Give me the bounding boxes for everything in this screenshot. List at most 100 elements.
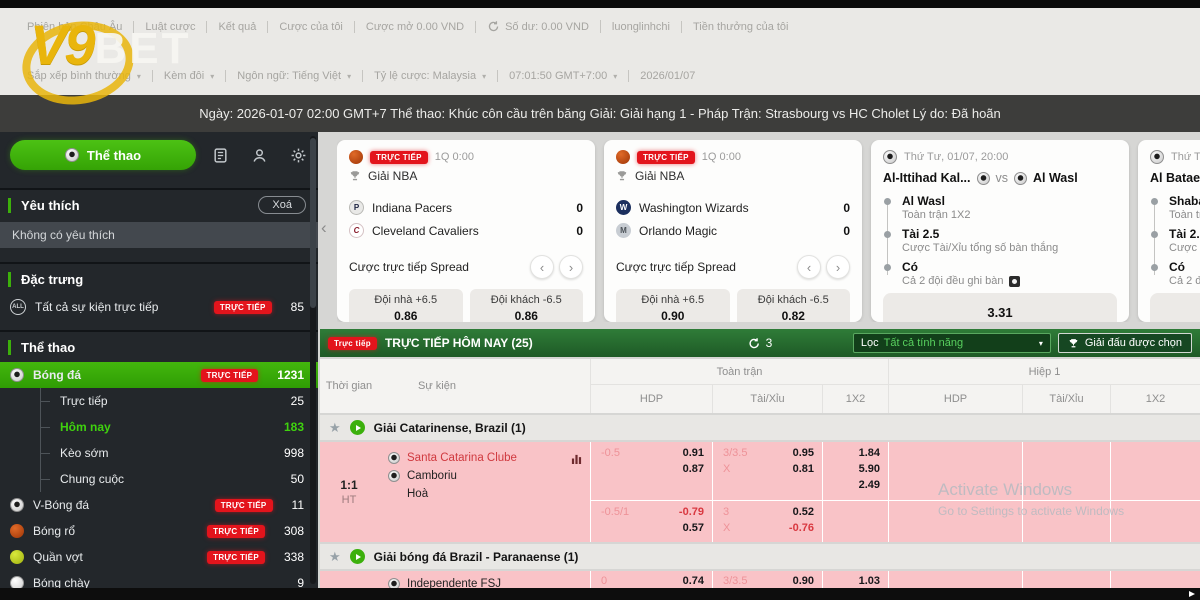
sports-button[interactable]: Thể thao — [10, 140, 196, 170]
matchup-row: Al Bataeh — [1150, 171, 1200, 185]
home-odds-button[interactable]: Đội nhà +6.5 0.86 — [349, 289, 463, 322]
sidebar-item-baseball[interactable]: Bóng chày 9 — [0, 570, 318, 596]
timezone-dropdown[interactable]: 07:01:50 GMT+7:00 ▾ — [498, 70, 630, 82]
match-clock: 1Q 0:00 — [434, 151, 474, 163]
favorite-star-icon[interactable]: ★ — [329, 419, 341, 435]
market-next-button[interactable]: › — [559, 255, 583, 279]
refresh-icon[interactable] — [487, 20, 500, 33]
market-next-button[interactable]: › — [826, 255, 850, 279]
odds-table-header: Thời gian Sự kiện Toàn trận Hiệp 1 HDP T… — [320, 359, 1200, 413]
nav-link-my-bonus[interactable]: Tiền thưởng của tôi — [682, 21, 800, 33]
home-odds-button[interactable]: Đội nhà +6.5 0.90 — [616, 289, 730, 322]
double-view-dropdown[interactable]: Kèm đôi ▾ — [153, 70, 227, 82]
odds-format-dropdown[interactable]: Tỷ lệ cược: Malaysia ▾ — [363, 70, 499, 82]
odds-cell-half-1x2[interactable] — [1110, 442, 1200, 500]
odds-cell-half-ou-2[interactable] — [1022, 500, 1110, 542]
favorite-star-icon[interactable]: ★ — [329, 548, 341, 564]
team-name: Indiana Pacers — [372, 200, 453, 215]
handicap-line: -0.5/1 — [601, 506, 630, 518]
open-bets-amount[interactable]: Cược mở 0.00 VND — [355, 20, 477, 33]
league-live-icon — [349, 420, 365, 435]
odds-cell-full-1x2[interactable]: 1.84 5.90 2.49 — [822, 442, 888, 500]
card-header: TRỰC TIẾP 1Q 0:00 — [616, 150, 850, 164]
match-card-nba-2[interactable]: TRỰC TIẾP 1Q 0:00 Giải NBA W Washington … — [604, 140, 862, 322]
odds-label: Đội nhà +6.5 — [374, 294, 438, 306]
away-odds-button[interactable]: Đội khách -6.5 0.86 — [469, 289, 583, 322]
horizontal-scrollbar[interactable] — [0, 588, 1200, 600]
odds-cell-half-ou[interactable] — [1022, 571, 1110, 588]
username-item[interactable]: luonglinhchi — [601, 20, 682, 33]
clear-favorites-button[interactable]: Xoá — [258, 196, 306, 214]
sidebar-scrollbar[interactable] — [310, 136, 316, 584]
odds-cell-half-ou[interactable] — [1022, 442, 1110, 500]
sidebar-scrollbar-thumb[interactable] — [310, 138, 316, 308]
gear-icon[interactable] — [290, 147, 307, 164]
odds-cell-half-hdp[interactable] — [888, 571, 1022, 588]
parlay-odds-button[interactable]: 3.31 — [883, 293, 1117, 322]
live-badge: TRỰC TIẾP — [370, 150, 428, 164]
feature-filter-dropdown[interactable]: Lọc Tất cả tính năng ▾ — [852, 333, 1051, 353]
selected-leagues-button[interactable]: Giải đấu được chọn — [1057, 333, 1192, 353]
carousel-left-arrow[interactable]: ‹ — [321, 218, 327, 237]
odds-cell-full-hdp[interactable]: 0 0.74 — [590, 571, 712, 588]
sidebar-item-outright[interactable]: Chung cuộc 50 — [41, 466, 318, 492]
odds-cell-half-hdp[interactable] — [888, 442, 1022, 500]
odds-cell-full-1x2[interactable]: 1.03 — [822, 571, 888, 588]
market-prev-button[interactable]: ‹ — [530, 255, 554, 279]
team-line-home: Independente FSJ — [388, 575, 582, 588]
league-row-catarinense[interactable]: ★ Giải Catarinense, Brazil (1) — [320, 415, 1200, 440]
odds-cell-full-1x2-2[interactable] — [822, 500, 888, 542]
odds-cell-full-ou[interactable]: 3/3.5 X 0.95 0.81 — [712, 442, 822, 500]
user-icon[interactable] — [251, 147, 268, 164]
stats-icon[interactable] — [571, 453, 582, 464]
nav-link-betting-rules[interactable]: Luật cược — [134, 20, 208, 33]
match-card-parlay-1[interactable]: Thứ Tư, 01/07, 20:00 Al-Ittihad Kal... v… — [871, 140, 1129, 322]
nav-link-euro-version[interactable]: Phiên bản Châu Âu — [16, 20, 135, 33]
match-event-cell[interactable]: Independente FSJ — [378, 571, 590, 588]
sidebar-item-all-live-events[interactable]: ALL Tất cả sự kiện trực tiếp TRỰC TIẾP 8… — [0, 294, 318, 320]
odds-cell-half-hdp-2[interactable] — [888, 500, 1022, 542]
sidebar-item-today[interactable]: Hôm nay 183 — [41, 414, 318, 440]
sidebar-item-tennis[interactable]: Quần vợt TRỰC TIẾP 338 — [0, 544, 318, 570]
nav-link-label: Luật cược — [145, 20, 196, 33]
league-row-paranaense[interactable]: ★ Giải bóng đá Brazil - Paranaense (1) — [320, 544, 1200, 569]
sidebar-item-v-football[interactable]: V-Bóng đá TRỰC TIẾP 11 — [0, 492, 318, 518]
balance-item[interactable]: Số dư: 0.00 VND — [476, 20, 601, 33]
parlay-odds-button[interactable] — [1150, 293, 1200, 322]
match-card-parlay-2[interactable]: Thứ Tư, 01/07, 20:00 Al Bataeh Shabab A.… — [1138, 140, 1200, 322]
refresh-control[interactable]: 3 — [748, 336, 772, 350]
nav-link-results[interactable]: Kết quả — [207, 20, 269, 33]
odds-cell-full-hdp-2[interactable]: -0.5/1 -0.79 0.57 — [590, 500, 712, 542]
card-teams: P Indiana Pacers 0 C Cleveland Cavaliers… — [349, 196, 583, 242]
sidebar-item-early-odds[interactable]: Kèo sớm 998 — [41, 440, 318, 466]
sidebar-item-football[interactable]: Bóng đá TRỰC TIẾP 1231 — [0, 362, 318, 388]
odds-cell-full-ou-2[interactable]: 3 X 0.52 -0.76 — [712, 500, 822, 542]
away-odds-button[interactable]: Đội khách -6.5 0.82 — [736, 289, 850, 322]
sidebar-item-basketball[interactable]: Bóng rổ TRỰC TIẾP 308 — [0, 518, 318, 544]
odds-cell-full-hdp[interactable]: -0.5 0.91 0.87 — [590, 442, 712, 500]
sidebar-item-live[interactable]: Trực tiếp 25 — [41, 388, 318, 414]
market-prev-button[interactable]: ‹ — [797, 255, 821, 279]
odds-cell-half-1x2-2[interactable] — [1110, 500, 1200, 542]
sidebar-item-label: Chung cuộc — [60, 472, 125, 486]
sort-dropdown[interactable]: Sắp xếp bình thường ▾ — [16, 70, 153, 82]
handicap-line: 0 — [601, 575, 608, 587]
match-event-cell[interactable]: Santa Catarina Clube Camboriu Hoà — [378, 442, 590, 542]
match-card-nba-1[interactable]: TRỰC TIẾP 1Q 0:00 Giải NBA P Indiana Pac… — [337, 140, 595, 322]
odds-cell-half-1x2[interactable] — [1110, 571, 1200, 588]
home-team-name: Santa Catarina Clube — [407, 452, 517, 464]
odds-value: 0.90 — [661, 309, 685, 322]
betslip-icon[interactable] — [212, 147, 229, 164]
nav-link-my-bets[interactable]: Cược của tôi — [268, 20, 355, 33]
match-row-independente: Independente FSJ 0 0.74 3/3.5 0.90 1.03 — [320, 571, 1200, 588]
site-logo[interactable]: V9 BET — [15, 12, 192, 114]
chevron-down-icon: ▾ — [613, 71, 618, 81]
scroll-right-arrow[interactable] — [1189, 591, 1195, 597]
odds-value: 1.03 — [858, 575, 880, 587]
open-bets-label: Cược mở 0.00 VND — [365, 20, 465, 33]
livebar-controls: Lọc Tất cả tính năng ▾ Giải đấu được chọ… — [852, 333, 1192, 353]
match-time-cell — [320, 571, 378, 588]
odds-cell-full-ou[interactable]: 3/3.5 0.90 — [712, 571, 822, 588]
language-dropdown[interactable]: Ngôn ngữ: Tiếng Việt ▾ — [226, 70, 364, 82]
match-time-cell: 1:1 HT — [320, 442, 378, 542]
